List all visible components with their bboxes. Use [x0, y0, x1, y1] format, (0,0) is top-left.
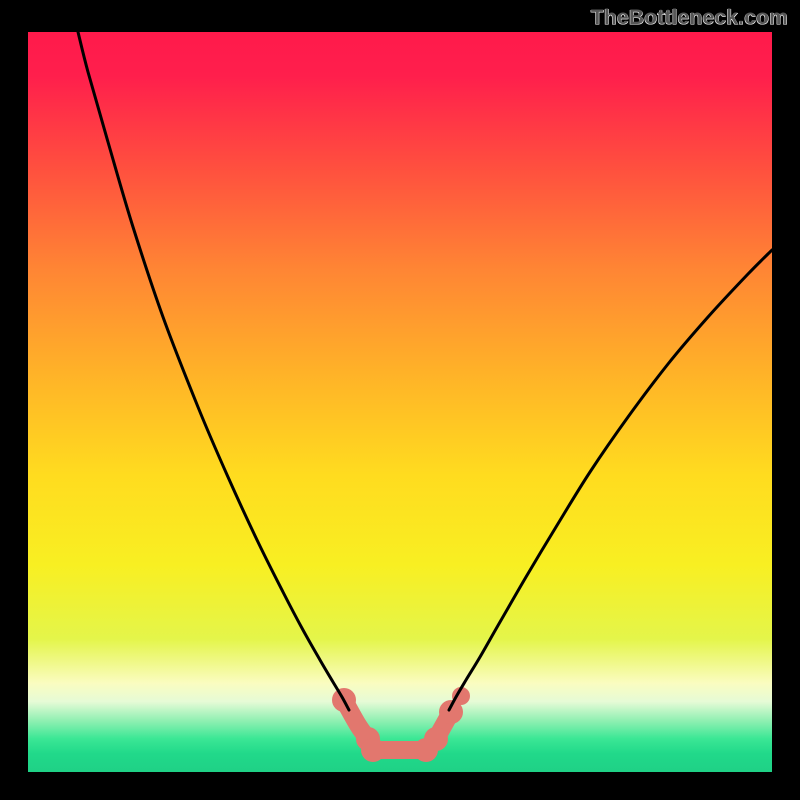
valley-highlight-floor-cap-left: [361, 738, 385, 762]
watermark-credit: TheBottleneck.com: [591, 6, 788, 30]
curves-overlay: [28, 32, 772, 772]
left-curve: [78, 32, 349, 710]
right-curve: [449, 250, 772, 710]
plot-area: [28, 32, 772, 772]
valley-highlight-right-cap-bottom: [424, 727, 448, 751]
chart-frame: TheBottleneck.com: [0, 0, 800, 800]
